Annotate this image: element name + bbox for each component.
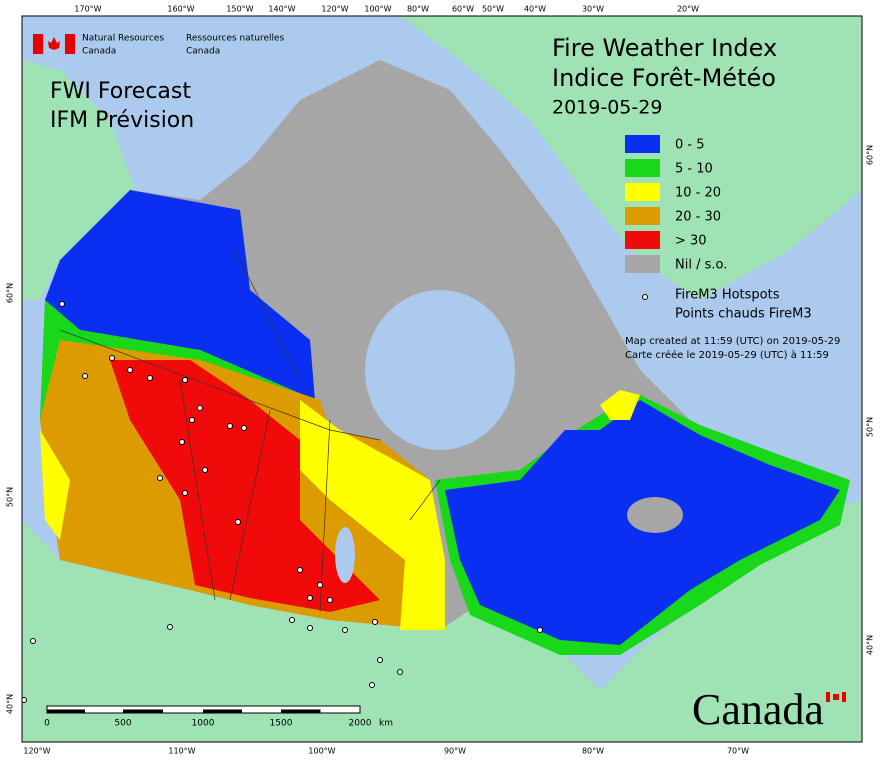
agency-en: Canada <box>82 47 116 57</box>
longitude-label: 140°W <box>268 5 295 14</box>
product-title: FWI Forecast <box>50 79 191 104</box>
logo: Natural Resources Canada Ressources natu… <box>33 34 285 57</box>
legend-label: Nil / s.o. <box>675 258 727 273</box>
scale-label: 1000 <box>192 719 215 729</box>
scale-label: 2000 <box>349 719 372 729</box>
scale-bar: 0 500 1000 1500 2000 km <box>44 705 393 729</box>
longitude-label: 30°W <box>582 5 604 14</box>
agency-fr: Canada <box>186 47 220 57</box>
graticule-labels: 170°W 160°W 150°W 140°W 120°W 100°W 80°W 60°W 50… <box>6 5 875 756</box>
latitude-label: 60°N <box>6 283 15 303</box>
wordmark: Canada <box>692 685 846 734</box>
latitude-label: 40°N <box>866 635 875 655</box>
legend-label: 0 - 5 <box>675 138 705 153</box>
map-body <box>22 16 862 742</box>
legend-swatch <box>625 255 660 273</box>
legend-label: 10 - 20 <box>675 186 721 201</box>
latitude-label: 60°N <box>866 145 875 165</box>
greenland-land <box>400 16 862 300</box>
longitude-label: 160°W <box>167 5 194 14</box>
canada-wordmark: Canada <box>692 685 824 734</box>
longitude-label: 100°W <box>308 747 335 756</box>
longitude-label: 100°W <box>364 5 391 14</box>
latitude-label: 50°N <box>6 487 15 507</box>
hotspot-markers <box>22 301 543 703</box>
map-date: 2019-05-29 <box>552 97 662 119</box>
scale-label: 500 <box>114 719 131 729</box>
credit: Map created at 11:59 (UTC) on 2019-05-29 <box>625 336 840 347</box>
longitude-label: 80°W <box>582 747 604 756</box>
agency-en: Natural Resources <box>82 34 164 44</box>
legend-label: 5 - 10 <box>675 162 713 177</box>
borders <box>59 249 441 613</box>
longitude-label: 110°W <box>168 747 195 756</box>
longitude-label: 40°W <box>524 5 546 14</box>
zone-medium <box>600 390 640 420</box>
scale-unit: km <box>379 719 393 729</box>
scale-bar-segment <box>47 709 85 713</box>
alaska-land <box>22 60 135 300</box>
longitude-label: 50°W <box>482 5 504 14</box>
latitude-label: 40°N <box>6 694 15 714</box>
zone-medium <box>300 400 445 630</box>
legend: 0 - 5 5 - 10 10 - 20 20 - 30 > 30 Nil / s.o. <box>625 135 727 273</box>
product-title: IFM Prévision <box>50 108 194 133</box>
hudson-bay <box>365 290 515 450</box>
legend-swatch <box>625 135 660 153</box>
longitude-label: 70°W <box>727 747 749 756</box>
hotspot-label: Points chauds FireM3 <box>675 307 812 322</box>
longitude-label: 20°W <box>677 5 699 14</box>
zone-low <box>45 190 315 400</box>
map-title: Indice Forêt-Météo <box>552 64 776 92</box>
legend-label: 20 - 30 <box>675 210 721 225</box>
latitude-label: 50°N <box>866 417 875 437</box>
map-frame <box>21 15 863 743</box>
scale-bar-segment <box>123 709 163 713</box>
legend-swatch <box>625 207 660 225</box>
zone-extreme <box>110 360 380 612</box>
longitude-label: 150°W <box>226 5 253 14</box>
credit: Carte créée le 2019-05-29 (UTC) à 11:59 <box>625 349 829 361</box>
scale-bar-segment <box>203 709 242 713</box>
scale-label: 1500 <box>270 719 293 729</box>
legend-swatch <box>625 183 660 201</box>
scale-label: 0 <box>44 719 50 729</box>
longitude-label: 80°W <box>407 5 429 14</box>
lake <box>627 497 683 533</box>
zone-medium <box>40 430 70 540</box>
longitude-label: 170°W <box>74 5 101 14</box>
hotspot-label: FireM3 Hotspots <box>675 288 780 303</box>
scale-bar-segment <box>281 709 321 713</box>
longitude-label: 120°W <box>321 5 348 14</box>
longitude-label: 90°W <box>444 747 466 756</box>
map-title: Fire Weather Index <box>552 34 777 62</box>
legend-label: > 30 <box>675 234 707 249</box>
legend-swatch <box>625 231 660 249</box>
agency-fr: Ressources naturelles <box>186 34 285 44</box>
longitude-label: 60°W <box>452 5 474 14</box>
longitude-label: 120°W <box>23 747 50 756</box>
hotspot-symbol <box>642 294 648 300</box>
legend-swatch <box>625 159 660 177</box>
lake <box>335 527 355 583</box>
usa-land <box>22 500 862 742</box>
